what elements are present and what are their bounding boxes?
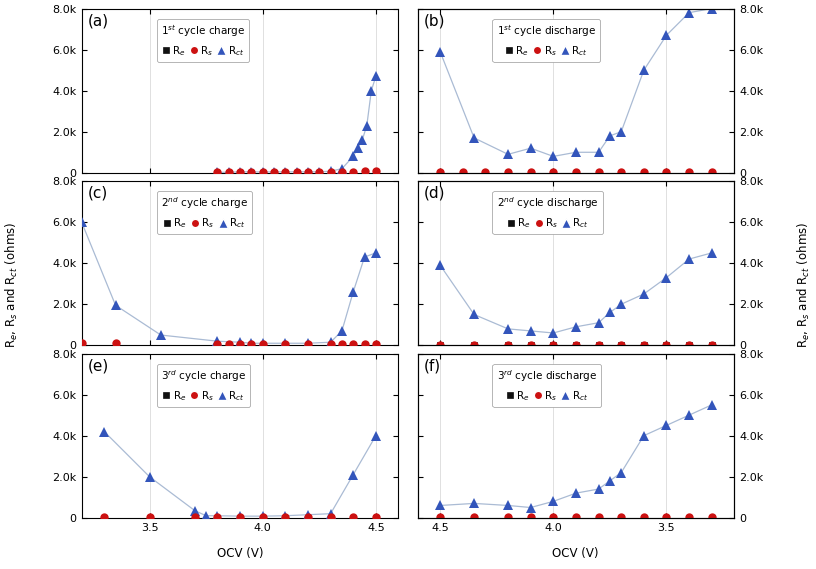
- Legend: R$_e$, R$_s$, R$_{ct}$: R$_e$, R$_s$, R$_{ct}$: [492, 19, 600, 62]
- Legend: R$_e$, R$_s$, R$_{ct}$: R$_e$, R$_s$, R$_{ct}$: [157, 364, 251, 407]
- Text: OCV (V): OCV (V): [218, 547, 264, 560]
- Text: OCV (V): OCV (V): [552, 547, 598, 560]
- Text: R$_e$, R$_s$ and R$_{ct}$ (ohms): R$_e$, R$_s$ and R$_{ct}$ (ohms): [4, 221, 20, 348]
- Text: (b): (b): [424, 14, 446, 28]
- Text: (e): (e): [88, 358, 109, 373]
- Legend: R$_e$, R$_s$, R$_{ct}$: R$_e$, R$_s$, R$_{ct}$: [492, 191, 603, 234]
- Legend: R$_e$, R$_s$, R$_{ct}$: R$_e$, R$_s$, R$_{ct}$: [157, 191, 252, 234]
- Text: (c): (c): [88, 186, 109, 201]
- Text: (a): (a): [88, 14, 109, 28]
- Legend: R$_e$, R$_s$, R$_{ct}$: R$_e$, R$_s$, R$_{ct}$: [157, 19, 249, 62]
- Legend: R$_e$, R$_s$, R$_{ct}$: R$_e$, R$_s$, R$_{ct}$: [492, 364, 601, 407]
- Text: (d): (d): [424, 186, 446, 201]
- Text: (f): (f): [424, 358, 441, 373]
- Text: R$_e$, R$_s$ and R$_{ct}$ (ohms): R$_e$, R$_s$ and R$_{ct}$ (ohms): [796, 221, 812, 348]
